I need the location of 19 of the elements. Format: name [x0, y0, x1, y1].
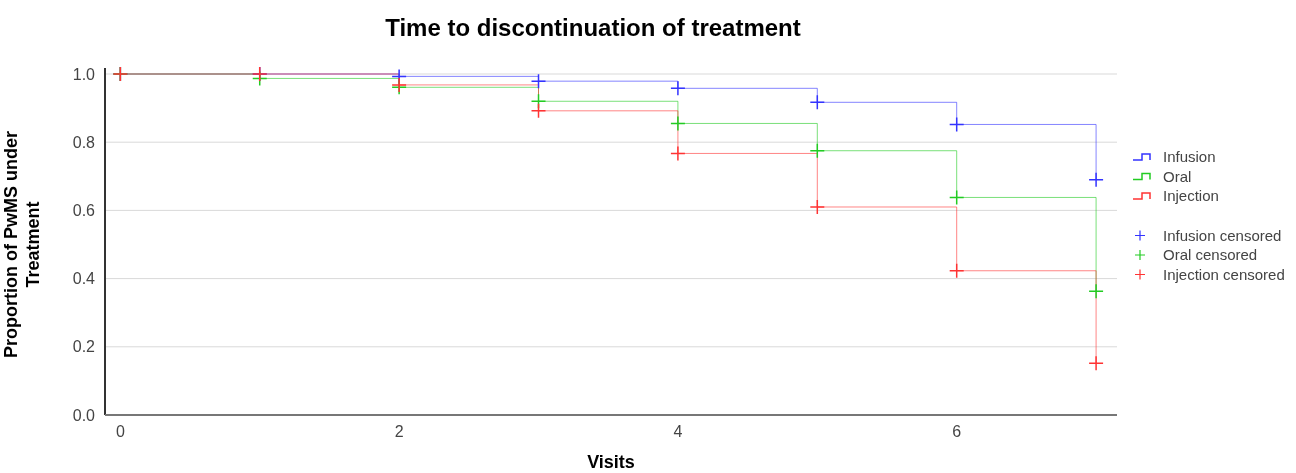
x-tick-label: 4	[673, 423, 683, 440]
legend-label: Injection censored	[1163, 265, 1285, 283]
y-tick-label: 0.2	[72, 338, 96, 356]
y-tick-label: 0.0	[72, 406, 96, 424]
y-tick-label: 0.4	[72, 270, 96, 288]
x-tick-label: 0	[115, 423, 125, 440]
y-tick-label: 0.6	[72, 202, 96, 219]
legend-label: Oral censored	[1163, 246, 1258, 264]
legend-label: Oral	[1163, 167, 1192, 185]
legend-label: Infusion censored	[1163, 226, 1282, 244]
legend-label: Infusion	[1163, 148, 1216, 166]
y-axis-title: Proportion of PwMS under Treatment	[1, 131, 43, 358]
x-tick-label: 2	[394, 423, 404, 440]
x-axis-title: Visits	[587, 452, 635, 472]
chart-title: Time to discontinuation of treatment	[385, 14, 801, 41]
x-tick-label: 6	[952, 423, 962, 440]
y-tick-label: 0.8	[72, 133, 96, 151]
y-tick-label: 1.0	[72, 65, 96, 83]
legend-label: Injection	[1163, 187, 1219, 205]
